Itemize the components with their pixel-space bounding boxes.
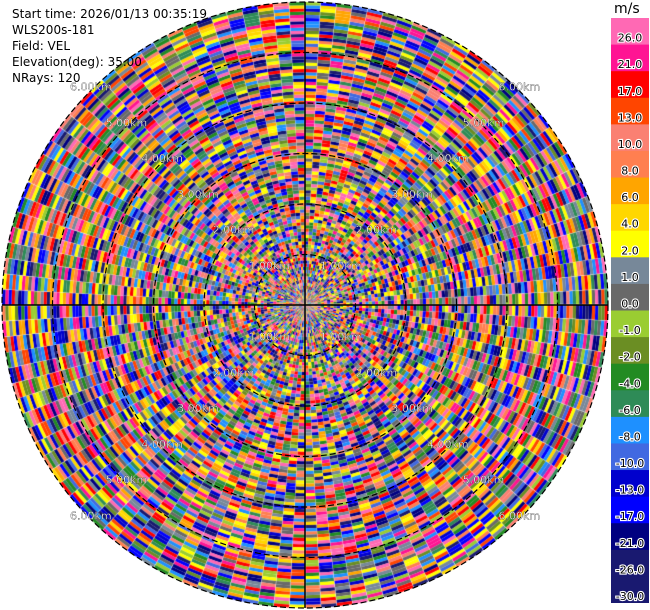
colorbar-tick-label: 10.0	[618, 138, 643, 151]
colorbar-swatch	[611, 124, 649, 152]
colorbar-tick-label: 2.0	[621, 244, 639, 257]
colorbar-tick-label: -21.0	[616, 537, 644, 550]
colorbar-tick-label: 1.0	[621, 271, 639, 284]
colorbar-swatch	[611, 310, 649, 338]
ring-label: 1.00km	[249, 259, 291, 272]
colorbar-swatch	[611, 230, 649, 258]
colorbar-swatch	[611, 44, 649, 72]
ring-label: 6.00km	[498, 509, 540, 522]
colorbar-swatch	[611, 416, 649, 444]
colorbar-tick-label: -17.0	[616, 510, 644, 523]
ring-label: 3.00km	[177, 402, 219, 415]
start-time-label: Start time: 2026/01/13 00:35:19	[12, 7, 207, 21]
ring-label: 2.00km	[356, 224, 398, 237]
colorbar-swatch	[611, 18, 649, 46]
colorbar-swatch	[611, 71, 649, 99]
colorbar-swatch	[611, 523, 649, 551]
colorbar-tick-label: -13.0	[616, 484, 644, 497]
colorbar-title: m/s	[614, 1, 640, 17]
ring-label: 4.00km	[427, 152, 469, 165]
ring-label: 4.00km	[427, 438, 469, 451]
colorbar-tick-label: 13.0	[618, 111, 643, 124]
colorbar-swatch	[611, 150, 649, 179]
colorbar-tick-label: 4.0	[621, 218, 639, 231]
colorbar-swatch	[611, 363, 649, 391]
ring-label: 3.00km	[391, 402, 433, 415]
colorbar-tick-label: 6.0	[621, 191, 639, 204]
colorbar-tick-label: -10.0	[616, 457, 644, 470]
nrays-label: NRays: 120	[12, 71, 81, 85]
instrument-label: WLS200s-181	[12, 23, 95, 37]
colorbar-tick-label: -4.0	[619, 377, 640, 390]
colorbar-tick-label: 8.0	[621, 165, 639, 178]
field-label: Field: VEL	[12, 39, 71, 53]
ring-label: 6.00km	[70, 81, 112, 94]
colorbar-swatch	[611, 283, 649, 311]
ring-label: 3.00km	[177, 188, 219, 201]
colorbar-swatch	[611, 390, 649, 418]
ring-label: 1.00km	[249, 331, 291, 344]
colorbar-swatch	[611, 576, 649, 603]
colorbar-swatch	[611, 204, 649, 232]
colorbar-swatch	[611, 97, 649, 125]
colorbar-swatch	[611, 496, 649, 524]
colorbar-tick-label: 17.0	[618, 85, 643, 98]
colorbar-swatch	[611, 337, 649, 365]
colorbar-swatch	[611, 257, 649, 285]
ring-label: 6.00km	[498, 81, 540, 94]
ppi-overlay: 1.00km 1.00km 1.00km 1.00km 2.00km 2.00km 2.00…	[1, 1, 609, 609]
ring-label: 1.00km	[320, 331, 362, 344]
ring-label: 5.00km	[106, 116, 148, 129]
colorbar-tick-label: 26.0	[618, 32, 643, 45]
colorbar-tick-label: -30.0	[616, 590, 644, 603]
colorbar-tick-label: 21.0	[618, 58, 643, 71]
ring-label: 6.00km	[70, 509, 112, 522]
ring-label: 5.00km	[463, 474, 505, 487]
elevation-label: Elevation(deg): 35.00	[12, 55, 142, 69]
colorbar-tick-label: -1.0	[619, 324, 640, 337]
ring-label: 5.00km	[463, 116, 505, 129]
colorbar-swatch	[611, 177, 649, 205]
ring-label: 5.00km	[106, 474, 148, 487]
colorbar-swatch	[611, 470, 649, 498]
colorbar-tick-label: -26.0	[616, 563, 644, 576]
ring-label: 3.00km	[391, 188, 433, 201]
colorbar-tick-label: -2.0	[619, 351, 640, 364]
colorbar-tick-label: 0.0	[621, 298, 639, 311]
colorbar: 26.0 21.0 17.0 13.0 10.0 8.0 6.0 4.0 2.0 1.0 0.0 -1…	[611, 18, 649, 603]
colorbar-tick-label: -6.0	[619, 404, 640, 417]
ring-label: 2.00km	[356, 366, 398, 379]
colorbar-swatch	[611, 443, 649, 471]
ring-label: 2.00km	[213, 224, 255, 237]
ring-label: 4.00km	[141, 152, 183, 165]
colorbar-swatch	[611, 549, 649, 577]
scan-info: Start time: 2026/01/13 00:35:19 WLS200s-…	[12, 6, 207, 86]
ring-label: 1.00km	[320, 259, 362, 272]
ring-label: 4.00km	[141, 438, 183, 451]
colorbar-tick-label: -8.0	[619, 430, 640, 443]
ring-label: 2.00km	[213, 366, 255, 379]
